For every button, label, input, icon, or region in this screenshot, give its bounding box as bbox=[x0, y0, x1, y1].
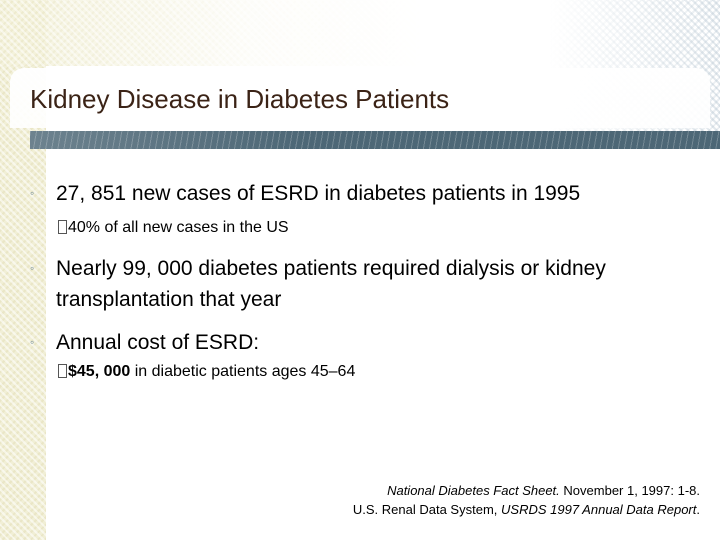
title-underline-band bbox=[30, 131, 720, 149]
bullet-2-line-2: transplantation that year bbox=[56, 288, 282, 311]
bullet-marker-icon: ◦ bbox=[30, 261, 35, 275]
citation-line-1: National Diabetes Fact Sheet. November 1… bbox=[353, 481, 700, 500]
citation-prefix-2: U.S. Renal Data System, bbox=[352, 502, 502, 517]
citation-line-2: U.S. Renal Data System, USRDS 1997 Annua… bbox=[353, 500, 700, 519]
slide-title: Kidney Disease in Diabetes Patients bbox=[30, 84, 450, 114]
bullet-3-sub-text: in diabetic patients ages 45–64 bbox=[130, 363, 356, 380]
citation-source-2: USRDS 1997 Annual Data Report bbox=[501, 502, 697, 517]
bullet-2-line-1: Nearly 99, 000 diabetes patients require… bbox=[56, 257, 606, 280]
bullet-1-text: 27, 851 new cases of ESRD in diabetes pa… bbox=[56, 182, 581, 205]
bullet-1-sub-text: 40% of all new cases in the US bbox=[68, 219, 289, 236]
cost-value: $45, 000 bbox=[68, 363, 131, 380]
bullet-marker-icon: ◦ bbox=[30, 335, 35, 349]
missing-glyph-icon bbox=[58, 220, 67, 234]
bullet-3-sub: $45, 000 in diabetic patients ages 45–64 bbox=[58, 362, 355, 382]
title-panel bbox=[10, 68, 710, 128]
citation-detail-1: November 1, 1997: 1-8. bbox=[559, 483, 700, 498]
top-texture-strip bbox=[0, 0, 720, 66]
citation-source-1: National Diabetes Fact Sheet. bbox=[387, 483, 560, 498]
bullet-1-sub: 40% of all new cases in the US bbox=[58, 218, 289, 238]
bullet-3-text: Annual cost of ESRD: bbox=[56, 331, 260, 354]
bullet-marker-icon: ◦ bbox=[30, 186, 35, 200]
citation: National Diabetes Fact Sheet. November 1… bbox=[353, 481, 700, 519]
missing-glyph-icon bbox=[58, 364, 67, 378]
citation-suffix-2: . bbox=[696, 502, 700, 517]
